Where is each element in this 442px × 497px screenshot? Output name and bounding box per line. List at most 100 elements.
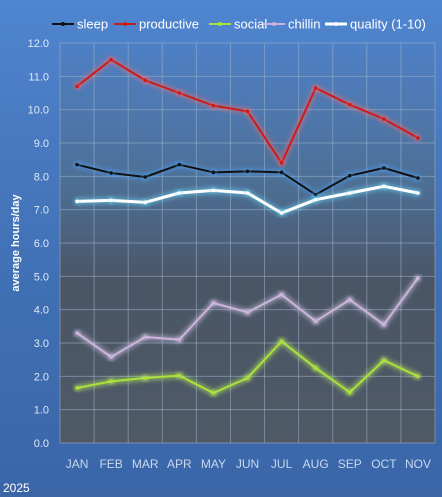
data-point [347, 102, 352, 107]
legend-item: productive [114, 17, 199, 32]
data-point [313, 192, 318, 197]
y-axis-title: average hours/day [10, 194, 22, 292]
data-point [245, 169, 250, 174]
data-point [211, 391, 216, 395]
legend-label: sleep [77, 17, 108, 32]
data-point [177, 373, 182, 378]
data-point [382, 322, 386, 327]
data-point [143, 175, 148, 179]
data-point [211, 103, 216, 108]
data-point [75, 162, 79, 167]
data-point [143, 200, 148, 205]
legend-item: sleep [52, 17, 108, 32]
data-point [75, 84, 79, 89]
series-layer [73, 56, 422, 397]
data-point [416, 191, 420, 195]
x-tick-label: JUN [236, 457, 259, 471]
data-point [109, 355, 113, 359]
data-point [177, 337, 182, 342]
series-sleep [73, 161, 422, 198]
data-point [143, 78, 148, 83]
y-tick-label: 1.0 [34, 405, 49, 417]
data-point [313, 86, 318, 90]
data-point [177, 162, 182, 167]
data-point [75, 331, 79, 335]
legend-marker [334, 22, 338, 26]
legend-label: chillin [288, 17, 321, 32]
y-axis-ticks: 0.0 1.0 2.0 3.0 4.0 5.0 6.0 7.0 8.0 9.0 10.0 11.0 12… [28, 38, 49, 450]
data-point [211, 188, 216, 193]
x-tick-label: NOV [405, 457, 431, 471]
series-quality-1-10 [73, 182, 422, 217]
y-tick-label: 11.0 [28, 71, 49, 83]
data-point [245, 310, 250, 315]
legend: sleep productive social chillin quality (1-1… [52, 17, 426, 32]
year-footnote: 2025 [3, 481, 30, 495]
y-tick-label: 0.0 [34, 438, 49, 450]
data-point [279, 292, 284, 297]
legend-marker [218, 22, 222, 26]
data-point [382, 184, 386, 189]
data-point [211, 170, 216, 175]
data-point [347, 191, 352, 195]
legend-marker [123, 22, 127, 26]
data-point [245, 109, 250, 114]
data-point [416, 176, 420, 180]
data-point [279, 170, 284, 175]
x-axis-ticks: JAN FEB MAR APR MAY JUN JUL AUG SEP OCT NOV [66, 457, 431, 471]
x-tick-label: SEP [338, 457, 362, 471]
data-point [279, 339, 284, 344]
data-point [347, 390, 352, 395]
data-point [109, 198, 113, 203]
x-tick-label: OCT [371, 457, 397, 471]
data-point [245, 376, 250, 380]
data-point [245, 191, 250, 195]
legend-marker [272, 22, 276, 26]
legend-item: quality (1-10) [325, 17, 426, 32]
x-tick-label: MAY [201, 457, 226, 471]
series-productive [73, 56, 422, 167]
y-tick-label: 10.0 [28, 105, 49, 117]
legend-item: social [209, 17, 267, 32]
data-point [382, 358, 386, 363]
data-point [279, 161, 284, 165]
series-chillin [73, 274, 422, 361]
data-point [313, 366, 318, 370]
x-tick-label: MAR [132, 457, 159, 471]
data-point [75, 199, 79, 204]
data-point [143, 376, 148, 380]
legend-item: chillin [263, 17, 321, 32]
y-tick-label: 6.0 [34, 238, 49, 250]
y-tick-label: 4.0 [34, 305, 49, 317]
data-point [313, 319, 318, 324]
data-point [416, 276, 420, 280]
data-point [109, 379, 113, 384]
data-point [75, 386, 79, 390]
y-tick-label: 5.0 [34, 271, 49, 283]
y-tick-label: 12.0 [28, 38, 49, 50]
y-tick-label: 8.0 [34, 171, 49, 183]
data-point [211, 301, 216, 305]
data-point [143, 335, 148, 339]
data-point [313, 197, 318, 202]
y-tick-label: 3.0 [34, 338, 49, 350]
data-point [279, 211, 284, 215]
series-social [73, 338, 422, 397]
data-point [347, 173, 352, 178]
data-point [109, 171, 113, 175]
data-point [382, 166, 386, 170]
legend-label: social [234, 17, 267, 32]
y-tick-label: 9.0 [34, 138, 49, 150]
legend-label: quality (1-10) [350, 17, 426, 32]
data-point [109, 57, 113, 62]
x-tick-label: FEB [99, 457, 122, 471]
data-point [382, 117, 386, 121]
legend-marker [61, 22, 65, 26]
legend-label: productive [139, 17, 199, 32]
data-point [177, 191, 182, 195]
y-tick-label: 2.0 [34, 371, 49, 383]
data-point [347, 297, 352, 302]
data-point [177, 91, 182, 95]
x-tick-label: AUG [303, 457, 329, 471]
